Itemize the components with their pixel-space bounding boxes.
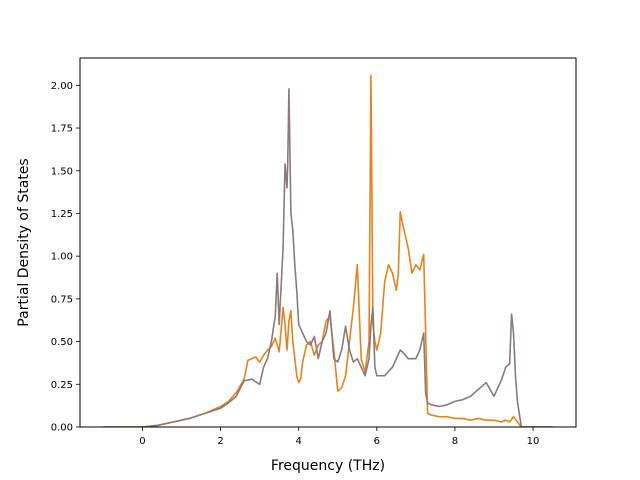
y-tick-label: 1.00 <box>51 252 73 263</box>
y-tick-label: 0.25 <box>51 380 73 391</box>
plot-area <box>103 74 553 427</box>
x-axis-ticks: 0 2 4 6 8 10 <box>139 427 539 447</box>
x-axis-label: Frequency (THz) <box>271 458 385 474</box>
x-tick-label: 0 <box>139 436 145 447</box>
y-axis-ticks: 0.00 0.25 0.50 0.75 1.00 1.25 1.50 1.75 2.00 <box>51 81 80 434</box>
y-tick-label: 2.00 <box>51 81 73 92</box>
x-tick-label: 2 <box>217 436 223 447</box>
plot-frame <box>79 57 577 428</box>
series-line-2 <box>103 87 553 427</box>
x-tick-label: 8 <box>452 436 458 447</box>
y-tick-label: 1.50 <box>51 166 73 177</box>
series-line-1 <box>103 74 553 427</box>
y-axis-label: Partial Density of States <box>16 158 32 326</box>
y-tick-label: 1.75 <box>51 124 73 135</box>
x-tick-label: 4 <box>296 436 302 447</box>
x-tick-label: 6 <box>374 436 380 447</box>
y-tick-label: 0.00 <box>51 423 73 434</box>
y-tick-label: 0.50 <box>51 337 73 348</box>
x-tick-label: 10 <box>527 436 540 447</box>
y-tick-label: 0.75 <box>51 294 73 305</box>
y-tick-label: 1.25 <box>51 209 73 220</box>
